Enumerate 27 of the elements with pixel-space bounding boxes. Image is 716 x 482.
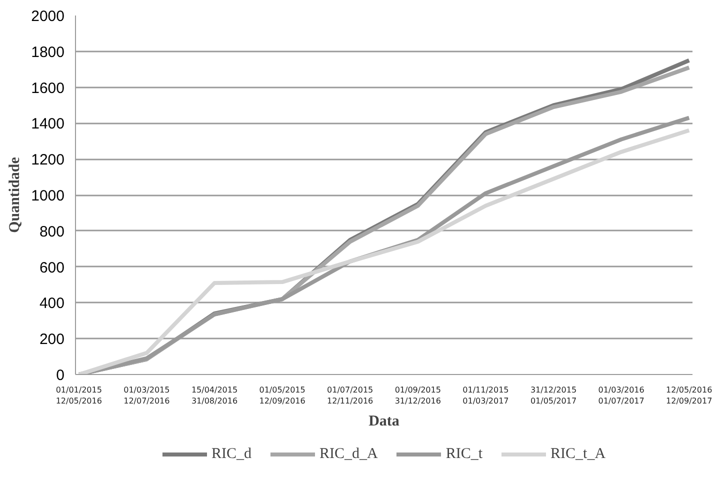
y-tick-label: 600 <box>39 259 65 276</box>
y-tick-label: 1600 <box>31 80 65 97</box>
y-tick-label: 1000 <box>31 188 65 204</box>
x-tick-label: 01/11/2015 01/03/2017 <box>462 386 509 406</box>
y-axis-title: Quantidade <box>7 156 24 233</box>
y-tick-label: 400 <box>39 295 65 312</box>
x-axis-title: Data <box>368 413 400 430</box>
y-tick-label: 1200 <box>31 152 65 169</box>
x-tick-label: 01/03/2016 01/07/2017 <box>598 386 644 406</box>
x-tick-label: 01/01/2015 12/05/2016 <box>56 386 102 406</box>
y-tick-label: 1800 <box>31 44 65 61</box>
y-tick-label: 200 <box>39 331 65 348</box>
legend-label: RIC_d <box>211 446 252 462</box>
x-tick-label: 01/05/2015 12/09/2016 <box>259 386 306 406</box>
x-tick-label: 01/07/2015 12/11/2016 <box>327 386 374 406</box>
x-tick-label: 31/12/2015 01/05/2017 <box>530 386 577 406</box>
x-tick-label: 01/03/2015 12/07/2016 <box>124 386 170 406</box>
legend-label: RIC_d_A <box>319 446 378 462</box>
y-tick-label: 1400 <box>31 116 65 133</box>
x-tick-label: 01/09/2015 31/12/2016 <box>394 386 441 406</box>
y-tick-label: 2000 <box>31 8 65 25</box>
y-tick-label: 800 <box>39 223 65 240</box>
legend-label: RIC_t_A <box>550 446 606 462</box>
legend-label: RIC_t <box>446 446 483 462</box>
x-tick-label: 15/04/2015 31/08/2016 <box>191 386 238 406</box>
x-tick-label: 12/05/2016 12/09/2017 <box>666 386 712 406</box>
y-tick-label: 0 <box>56 367 64 384</box>
